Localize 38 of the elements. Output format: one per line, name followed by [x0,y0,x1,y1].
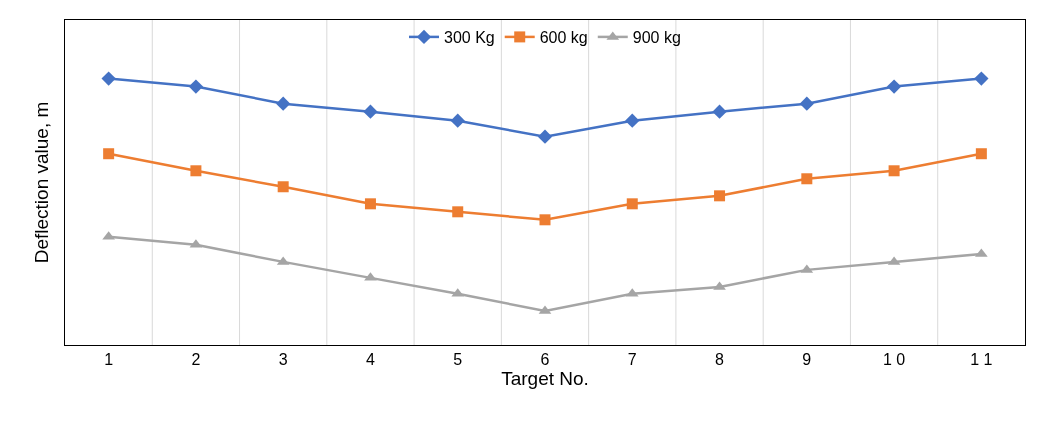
point [888,165,900,177]
legend-label: 900 kg [632,29,681,47]
point [103,148,115,160]
point [188,79,204,94]
point [625,113,640,128]
point [364,198,376,210]
point [537,129,553,144]
point [886,79,902,94]
point [799,96,814,111]
point [276,96,291,111]
x-tick-label: 1 [104,351,114,369]
point [190,165,202,177]
point [277,181,289,193]
point [975,148,987,160]
x-tick-label: 1 0 [882,351,906,369]
y-axis-title: Deflection value, m [30,101,52,264]
x-tick-label: 2 [191,351,201,369]
legend-label: 600 kg [539,29,588,47]
x-tick-label: 4 [366,351,375,369]
x-tick-label: 9 [802,351,812,369]
point [452,206,464,218]
legend-label: 300 Kg [444,29,495,47]
x-tick-label: 1 1 [970,351,993,369]
point [626,198,638,210]
point [714,190,726,202]
x-tick-label: 6 [540,351,550,369]
point [363,104,378,119]
point [712,104,727,119]
x-tick-label: 3 [278,351,288,369]
x-axis-title: Target No. [501,368,589,390]
point [974,71,989,86]
point [101,71,116,86]
x-tick-label: 5 [453,351,463,369]
x-tick-label: 7 [627,351,637,369]
x-tick-label: 8 [715,351,725,369]
point [450,113,465,128]
point [801,173,813,185]
point [539,214,551,226]
